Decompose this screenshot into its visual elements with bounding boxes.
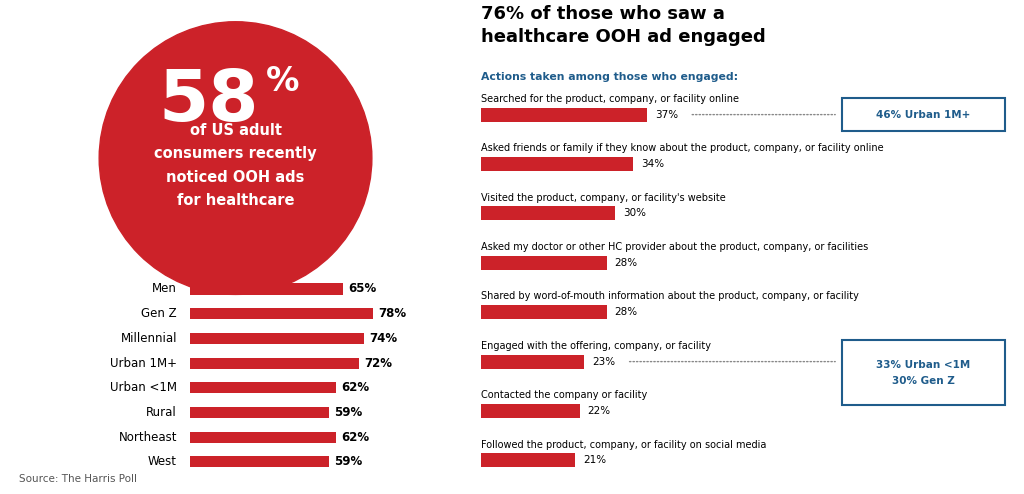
Text: 28%: 28% (614, 307, 638, 317)
Bar (190, 308, 373, 319)
Bar (481, 108, 647, 122)
Text: Men: Men (153, 283, 177, 295)
Text: Visited the product, company, or facility's website: Visited the product, company, or facilit… (481, 193, 726, 203)
Bar (190, 456, 329, 467)
Bar (481, 355, 584, 369)
Bar (190, 358, 359, 369)
FancyBboxPatch shape (842, 340, 1005, 405)
Text: Shared by word-of-mouth information about the product, company, or facility: Shared by word-of-mouth information abou… (481, 291, 859, 301)
Text: 30%: 30% (624, 208, 646, 218)
Text: 46% Urban 1M+: 46% Urban 1M+ (877, 110, 971, 120)
Text: 21%: 21% (584, 455, 606, 465)
Bar (481, 453, 575, 467)
Text: Urban 1M+: Urban 1M+ (110, 357, 177, 370)
Text: %: % (266, 65, 300, 97)
Circle shape (99, 22, 372, 294)
Text: Contacted the company or facility: Contacted the company or facility (481, 390, 647, 400)
Text: 22%: 22% (588, 406, 610, 416)
Text: West: West (147, 455, 177, 468)
Text: Rural: Rural (146, 406, 177, 419)
Text: 62%: 62% (341, 431, 370, 444)
Text: 28%: 28% (614, 258, 638, 268)
Text: Urban <1M: Urban <1M (110, 381, 177, 394)
Text: Northeast: Northeast (119, 431, 177, 444)
Text: 59%: 59% (334, 406, 362, 419)
Text: 59%: 59% (334, 455, 362, 468)
Bar (481, 305, 606, 319)
Text: Millennial: Millennial (121, 332, 177, 345)
Text: Gen Z: Gen Z (141, 307, 177, 320)
FancyBboxPatch shape (842, 98, 1005, 131)
Bar (481, 157, 634, 171)
Text: of US adult
consumers recently
noticed OOH ads
for healthcare: of US adult consumers recently noticed O… (155, 123, 316, 208)
Text: 58: 58 (159, 67, 259, 136)
Bar (481, 404, 580, 418)
Text: 33% Urban <1M
30% Gen Z: 33% Urban <1M 30% Gen Z (877, 360, 971, 386)
Text: 23%: 23% (592, 357, 615, 367)
Text: Source: The Harris Poll: Source: The Harris Poll (19, 474, 137, 484)
Text: 37%: 37% (654, 110, 678, 120)
Bar (481, 206, 615, 220)
Bar (190, 284, 343, 294)
Text: 65%: 65% (348, 283, 377, 295)
Bar (190, 432, 336, 443)
Text: 34%: 34% (641, 159, 665, 169)
Bar (481, 256, 606, 270)
Text: Actions taken among those who engaged:: Actions taken among those who engaged: (481, 72, 738, 82)
Text: Asked friends or family if they know about the product, company, or facility onl: Asked friends or family if they know abo… (481, 143, 884, 153)
Text: 74%: 74% (370, 332, 397, 345)
Text: Engaged with the offering, company, or facility: Engaged with the offering, company, or f… (481, 341, 712, 351)
Text: 72%: 72% (365, 357, 392, 370)
Bar (190, 382, 336, 393)
Text: Searched for the product, company, or facility online: Searched for the product, company, or fa… (481, 94, 739, 104)
Text: 76% of those who saw a
healthcare OOH ad engaged: 76% of those who saw a healthcare OOH ad… (481, 5, 766, 46)
Text: 62%: 62% (341, 381, 370, 394)
Text: Asked my doctor or other HC provider about the product, company, or facilities: Asked my doctor or other HC provider abo… (481, 242, 868, 252)
Bar (190, 333, 364, 344)
Text: Followed the product, company, or facility on social media: Followed the product, company, or facili… (481, 440, 767, 450)
Text: 78%: 78% (379, 307, 407, 320)
Bar (190, 407, 329, 418)
